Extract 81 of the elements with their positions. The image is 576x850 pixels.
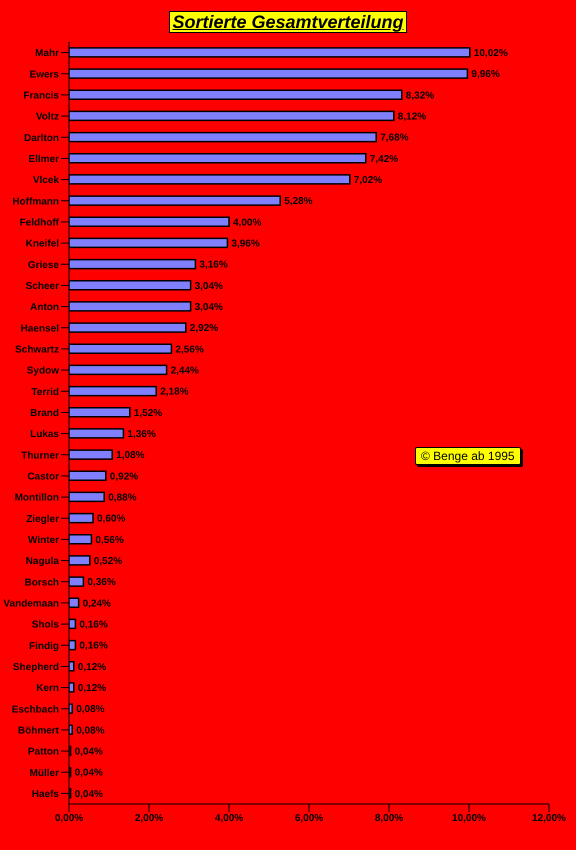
y-tick-label: Vandemaan bbox=[3, 598, 59, 610]
data-label: 0,04% bbox=[74, 768, 104, 779]
data-label: 0,16% bbox=[79, 619, 108, 630]
data-label: 0,08% bbox=[76, 704, 105, 716]
x-tick-label: 0,00% bbox=[54, 813, 84, 824]
data-label: 4,00% bbox=[233, 217, 262, 228]
chart-title: Sortierte Gesamtverteilung bbox=[169, 11, 407, 33]
y-tick-label: Vlcek bbox=[32, 175, 60, 186]
data-label: 0,04% bbox=[74, 746, 104, 758]
y-tick-label: Brand bbox=[30, 408, 59, 419]
data-label: 0,04% bbox=[74, 788, 104, 800]
y-tick-label: Francis bbox=[23, 90, 60, 102]
y-tick-label: Scheer bbox=[26, 280, 60, 292]
y-tick-label: Findig bbox=[29, 640, 59, 652]
data-label: 0,92% bbox=[110, 471, 138, 482]
data-label: 5,28% bbox=[284, 196, 313, 208]
data-label: 2,44% bbox=[170, 365, 200, 376]
data-label: 8,32% bbox=[406, 90, 434, 102]
y-tick-label: Böhmert bbox=[18, 725, 60, 736]
y-tick-label: Ellmer bbox=[28, 154, 60, 165]
data-label: 7,42% bbox=[370, 154, 398, 165]
y-tick-label: Borsch bbox=[24, 577, 59, 588]
x-tick-label: 8,00% bbox=[374, 813, 404, 824]
data-label: 1,08% bbox=[116, 450, 145, 462]
data-label: 2,92% bbox=[190, 323, 218, 334]
data-label: 8,12% bbox=[398, 111, 426, 122]
x-tick-label: 4,00% bbox=[214, 813, 244, 824]
x-tick-label: 2,00% bbox=[134, 813, 164, 824]
y-tick-label: Voltz bbox=[36, 112, 59, 123]
data-label: 3,04% bbox=[194, 302, 224, 313]
data-label: 3,16% bbox=[199, 260, 228, 271]
x-tick-label: 10,00% bbox=[452, 813, 486, 824]
data-label: 2,56% bbox=[175, 344, 204, 356]
data-label: 7,02% bbox=[354, 174, 382, 186]
data-label: 0,08% bbox=[76, 725, 105, 736]
y-tick-label: Feldhoff bbox=[20, 217, 60, 228]
y-tick-label: Lukas bbox=[30, 429, 60, 440]
y-tick-label: Darlton bbox=[24, 132, 59, 144]
y-tick-label: Castor bbox=[27, 471, 60, 482]
data-label: 0,12% bbox=[78, 662, 106, 673]
y-tick-label: Haefs bbox=[32, 788, 60, 800]
data-label: 0,88% bbox=[108, 492, 137, 504]
data-label: 9,96% bbox=[471, 69, 500, 80]
y-tick-label: Mahr bbox=[35, 48, 60, 60]
y-tick-label: Patton bbox=[28, 746, 59, 758]
y-tick-label: Griese bbox=[28, 260, 60, 271]
annotation: © Benge ab 1995 bbox=[415, 447, 521, 465]
y-tick-label: Ewers bbox=[30, 69, 60, 80]
y-tick-label: Anton bbox=[30, 302, 59, 314]
data-label: 10,02% bbox=[474, 48, 508, 59]
data-label: 0,12% bbox=[78, 682, 106, 694]
y-tick-label: Haensel bbox=[20, 323, 60, 334]
data-label: 0,52% bbox=[94, 556, 122, 567]
y-tick-label: Montillon bbox=[14, 492, 59, 504]
y-tick-label: Ziegler bbox=[26, 514, 60, 525]
data-label: 3,96% bbox=[231, 238, 260, 250]
data-label: 0,56% bbox=[95, 534, 124, 546]
y-tick-label: Winter bbox=[28, 534, 60, 546]
data-label: 1,52% bbox=[134, 408, 162, 419]
y-tick-label: Shepherd bbox=[12, 662, 59, 673]
data-label: 0,24% bbox=[82, 598, 112, 610]
y-tick-label: Schwartz bbox=[15, 344, 59, 356]
data-label: 1,36% bbox=[127, 428, 156, 440]
data-label: 0,60% bbox=[97, 514, 126, 525]
y-tick-label: Nagula bbox=[26, 556, 60, 568]
x-tick-label: 6,00% bbox=[294, 813, 324, 824]
data-label: 0,16% bbox=[79, 640, 108, 652]
y-tick-label: Müller bbox=[30, 768, 60, 779]
data-label: 2,18% bbox=[160, 386, 189, 398]
y-tick-label: Sydow bbox=[26, 366, 60, 377]
data-label: 3,04% bbox=[194, 280, 224, 292]
y-tick-label: Shols bbox=[32, 620, 60, 631]
data-label: 0,36% bbox=[87, 577, 116, 588]
y-tick-label: Thurner bbox=[21, 450, 60, 462]
y-tick-label: Terrid bbox=[31, 386, 59, 398]
y-tick-label: Kern bbox=[36, 683, 59, 694]
x-tick-label: 12,00% bbox=[532, 813, 566, 824]
data-label: 7,68% bbox=[380, 132, 409, 144]
y-tick-label: Hoffmann bbox=[12, 196, 59, 208]
y-tick-label: Eschbach bbox=[12, 704, 59, 716]
y-tick-label: Kneifel bbox=[26, 238, 60, 250]
